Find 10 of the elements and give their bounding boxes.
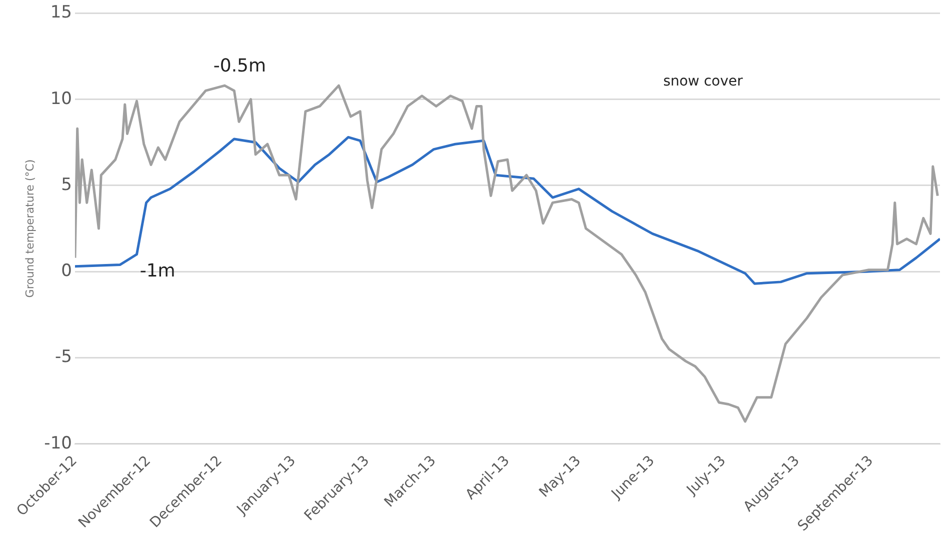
y-tick-label: -5	[55, 347, 72, 368]
y-tick-label: 15	[50, 2, 72, 23]
series-label: -0.5m	[213, 56, 266, 77]
y-tick-label: 10	[50, 88, 72, 109]
y-tick-label: 5	[61, 174, 72, 195]
y-tick-label: 0	[61, 261, 72, 282]
annotation: snow cover	[663, 74, 743, 90]
series-label: -1m	[140, 260, 176, 282]
y-axis-title: Ground temperature (°C)	[23, 159, 36, 298]
y-tick-label: -10	[44, 433, 72, 454]
